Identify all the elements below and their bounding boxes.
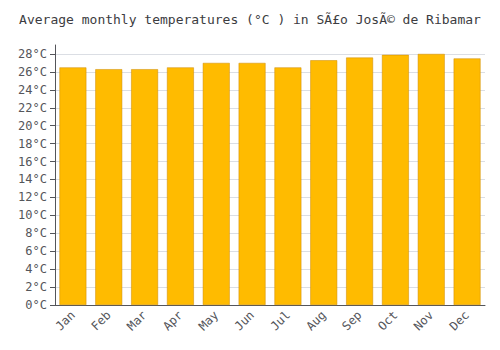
svg-text:24°C: 24°C — [18, 83, 47, 97]
svg-text:8°C: 8°C — [25, 226, 47, 240]
svg-text:6°C: 6°C — [25, 244, 47, 258]
svg-text:4°C: 4°C — [25, 262, 47, 276]
svg-text:14°C: 14°C — [18, 172, 47, 186]
svg-text:20°C: 20°C — [18, 119, 47, 133]
svg-text:12°C: 12°C — [18, 190, 47, 204]
svg-text:Nov: Nov — [411, 308, 436, 333]
svg-text:Dec: Dec — [447, 308, 472, 333]
svg-text:Average monthly temperatures (: Average monthly temperatures (°C ) in SÃ… — [19, 12, 481, 27]
svg-text:16°C: 16°C — [18, 155, 47, 169]
svg-text:Jun: Jun — [232, 308, 257, 333]
svg-text:0°C: 0°C — [25, 298, 47, 312]
svg-text:Oct: Oct — [375, 308, 400, 333]
svg-text:Mar: Mar — [124, 308, 149, 333]
svg-text:22°C: 22°C — [18, 101, 47, 115]
svg-text:Jul: Jul — [268, 308, 293, 333]
svg-text:May: May — [196, 308, 221, 333]
svg-text:Aug: Aug — [303, 308, 328, 333]
svg-text:2°C: 2°C — [25, 280, 47, 294]
svg-text:26°C: 26°C — [18, 65, 47, 79]
svg-text:18°C: 18°C — [18, 137, 47, 151]
svg-text:Apr: Apr — [160, 308, 185, 333]
svg-text:28°C: 28°C — [18, 47, 47, 61]
svg-text:10°C: 10°C — [18, 208, 47, 222]
svg-text:Feb: Feb — [88, 308, 113, 333]
svg-text:Sep: Sep — [339, 308, 364, 333]
svg-text:Jan: Jan — [53, 308, 78, 333]
